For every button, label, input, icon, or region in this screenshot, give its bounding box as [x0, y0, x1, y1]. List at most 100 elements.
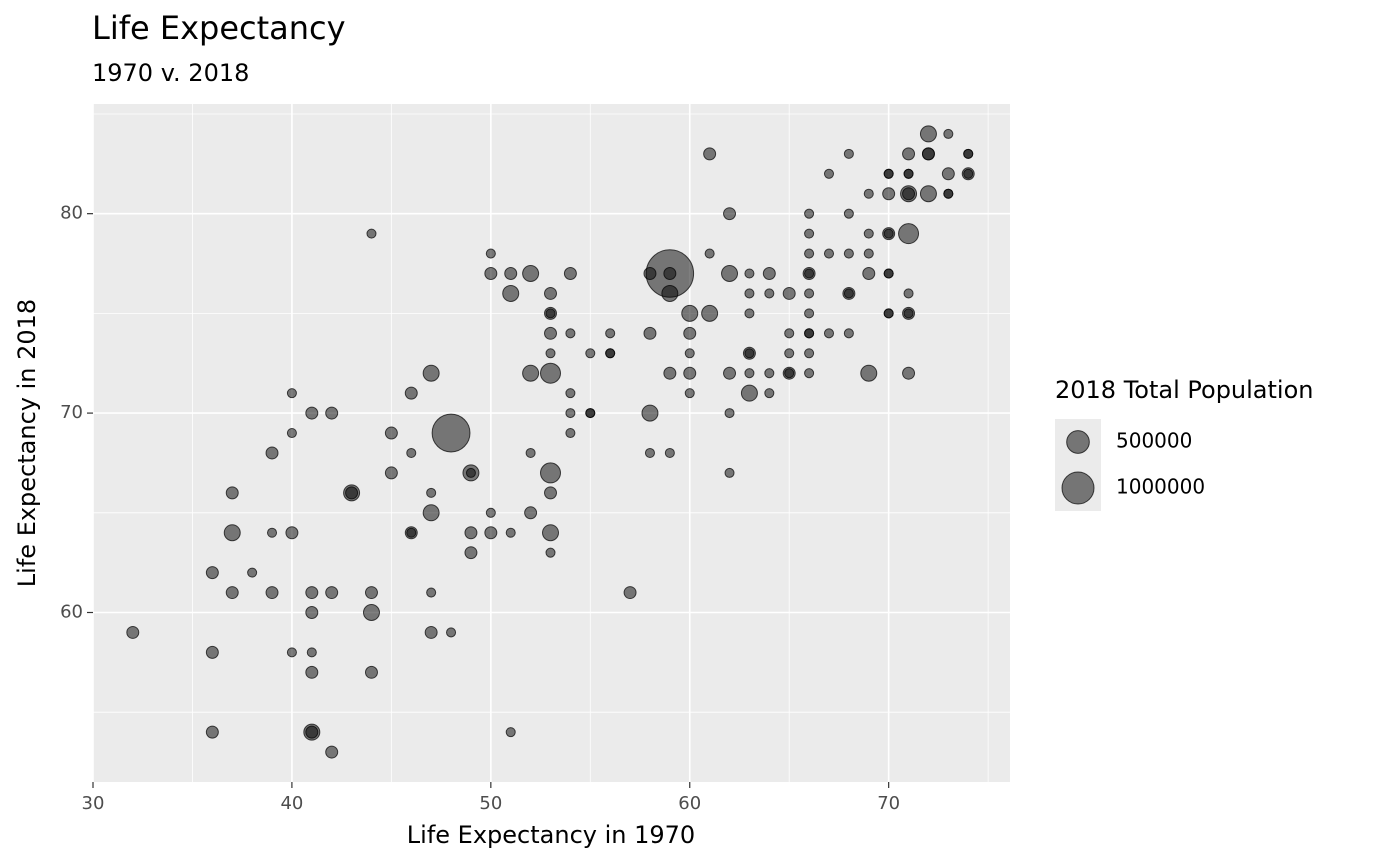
point	[804, 268, 815, 279]
point	[285, 526, 299, 540]
point	[804, 208, 815, 219]
point	[464, 546, 478, 560]
point	[384, 426, 398, 440]
point	[663, 366, 677, 380]
y-axis-title: Life Expectancy in 2018	[13, 299, 41, 587]
point	[664, 447, 675, 458]
point	[943, 188, 954, 199]
point	[843, 288, 854, 299]
point	[542, 524, 560, 542]
point	[345, 486, 359, 500]
point	[744, 268, 755, 279]
point	[804, 248, 815, 259]
point	[545, 547, 556, 558]
point	[663, 267, 677, 280]
point	[484, 526, 498, 540]
point	[744, 368, 755, 379]
point	[784, 328, 795, 339]
point	[661, 284, 679, 302]
point	[843, 148, 854, 159]
point	[963, 148, 974, 159]
point	[225, 586, 239, 600]
point	[843, 248, 854, 259]
point	[247, 567, 258, 578]
point	[782, 286, 796, 300]
point	[265, 446, 279, 460]
point	[265, 586, 279, 600]
point	[823, 168, 835, 179]
x-tick-label: 30	[82, 793, 105, 814]
point	[941, 167, 955, 181]
point	[305, 606, 319, 619]
point	[406, 447, 417, 458]
point	[465, 467, 476, 478]
point	[804, 288, 815, 299]
point	[724, 467, 735, 478]
point	[804, 348, 815, 359]
point	[902, 147, 916, 161]
point	[644, 447, 655, 458]
point	[205, 566, 219, 580]
point	[525, 447, 536, 458]
point	[325, 406, 339, 420]
point	[404, 386, 418, 400]
point	[522, 265, 540, 282]
point	[605, 348, 616, 359]
point	[505, 527, 516, 538]
point	[804, 228, 815, 239]
point	[843, 328, 854, 339]
point	[764, 388, 775, 399]
point	[724, 408, 735, 419]
point	[843, 208, 854, 219]
point	[883, 168, 894, 179]
legend-point	[1061, 471, 1095, 505]
point	[544, 286, 557, 300]
point	[643, 326, 657, 340]
point	[882, 187, 896, 201]
point	[641, 404, 659, 422]
point	[205, 645, 219, 659]
point	[485, 507, 496, 518]
point	[903, 168, 914, 179]
y-tick-label: 80	[60, 203, 83, 224]
point	[126, 625, 140, 639]
point	[898, 223, 920, 245]
point	[863, 188, 874, 199]
point	[684, 388, 695, 399]
x-tick-label: 60	[678, 793, 701, 814]
point	[902, 366, 916, 380]
point	[484, 267, 498, 280]
point	[723, 207, 737, 221]
point	[623, 586, 637, 600]
legend-label: 500000	[1116, 429, 1192, 453]
point	[464, 526, 478, 540]
point	[684, 348, 695, 359]
legend-title: 2018 Total Population	[1055, 376, 1313, 404]
point	[704, 248, 715, 259]
point	[544, 486, 557, 500]
point	[306, 647, 317, 658]
point	[681, 304, 699, 322]
point	[502, 284, 520, 302]
y-tick-label: 70	[60, 402, 83, 423]
point	[305, 725, 319, 739]
point	[286, 647, 297, 658]
point	[422, 364, 440, 382]
point	[721, 265, 739, 282]
point	[364, 586, 378, 600]
point	[544, 326, 557, 340]
point	[540, 362, 561, 384]
point	[585, 408, 596, 419]
point	[963, 168, 974, 179]
point	[804, 368, 815, 379]
point	[325, 586, 339, 600]
point	[426, 587, 437, 598]
y-tick-label: 60	[60, 602, 83, 623]
point	[565, 408, 576, 419]
point	[860, 364, 878, 382]
point	[903, 288, 914, 299]
legend-label: 1000000	[1116, 475, 1205, 499]
point	[863, 228, 874, 239]
point	[565, 388, 576, 399]
